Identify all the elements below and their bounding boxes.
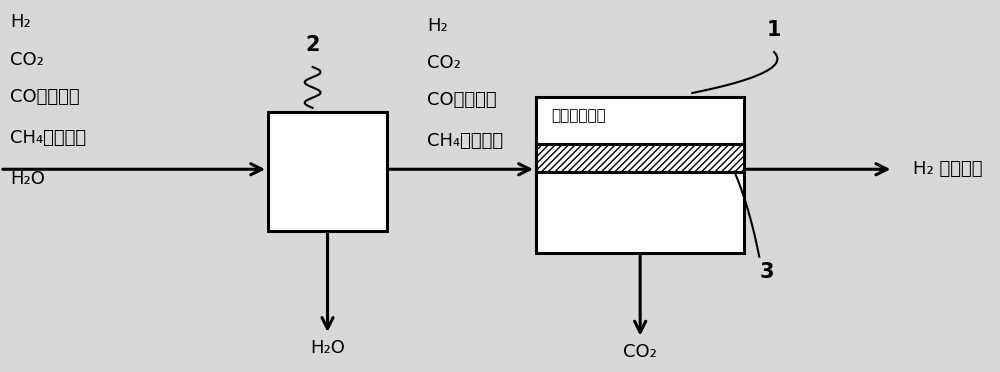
Text: CO（少量）: CO（少量） — [10, 88, 80, 106]
Text: CO₂: CO₂ — [623, 343, 657, 360]
Text: CO（少量）: CO（少量） — [427, 92, 496, 109]
Text: 2: 2 — [305, 35, 320, 55]
Text: H₂O: H₂O — [10, 170, 45, 187]
Text: CH₄（少量）: CH₄（少量） — [427, 132, 503, 150]
Bar — [268, 112, 387, 231]
Text: 3: 3 — [759, 262, 774, 282]
Bar — [536, 144, 744, 172]
Text: H₂ 浓缩气体: H₂ 浓缩气体 — [913, 160, 983, 178]
Text: CO₂: CO₂ — [427, 54, 461, 72]
Text: （干燥状态）: （干燥状态） — [551, 108, 606, 123]
Text: CH₄（少量）: CH₄（少量） — [10, 129, 86, 147]
Text: H₂: H₂ — [10, 13, 31, 31]
Bar — [536, 97, 744, 253]
Text: H₂: H₂ — [427, 17, 448, 35]
Text: CO₂: CO₂ — [10, 51, 44, 68]
Text: H₂O: H₂O — [310, 339, 345, 357]
Text: 1: 1 — [767, 20, 781, 40]
